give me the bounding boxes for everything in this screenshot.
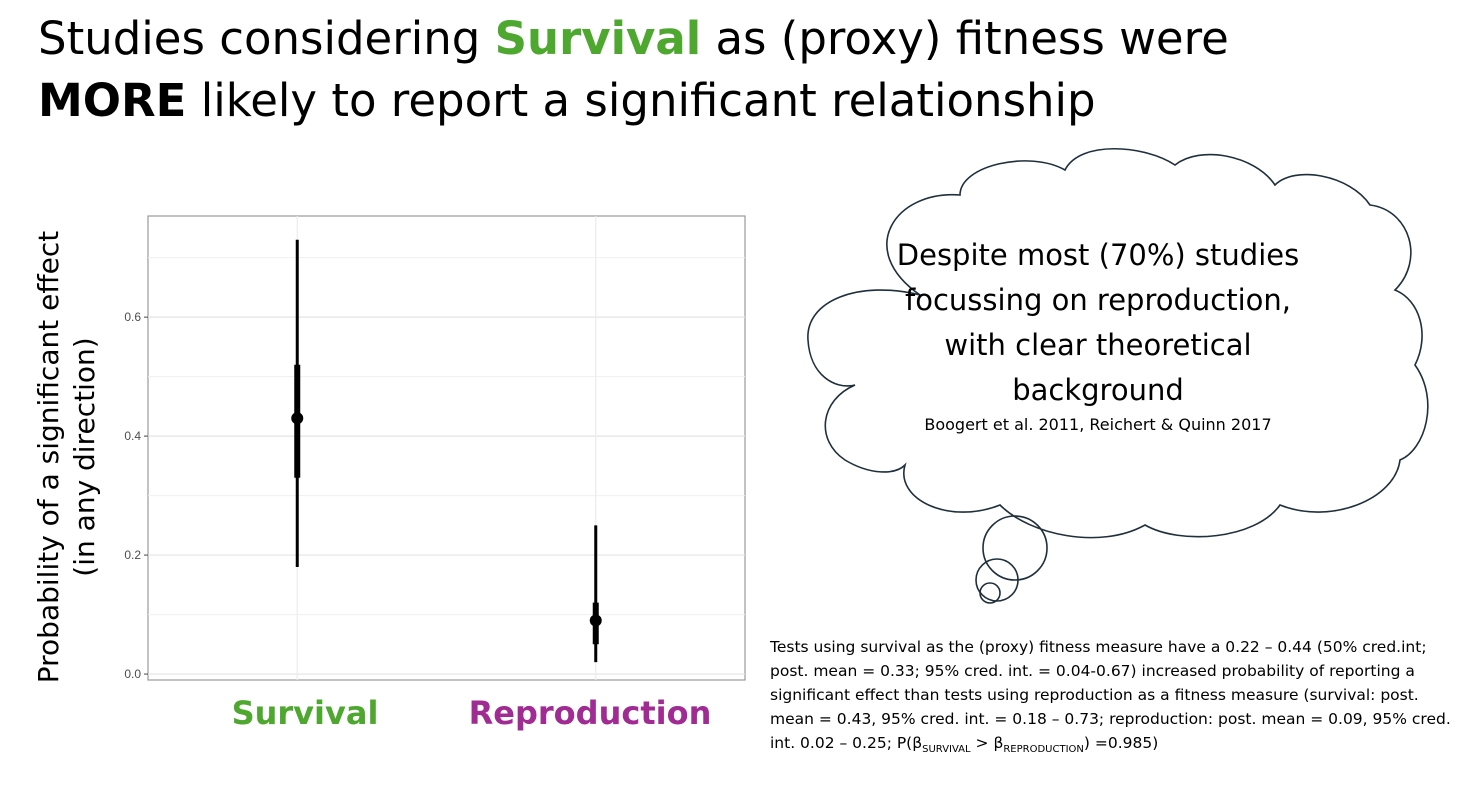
footnote-sub-reproduction: REPRODUCTION	[1003, 744, 1084, 756]
thought-cloud	[807, 147, 1429, 604]
y-tick-label: 0.2	[124, 548, 141, 562]
y-tick-label: 0.4	[124, 429, 141, 443]
footnote-mid: > β	[970, 734, 1004, 752]
y-tick-label: 0.0	[124, 667, 141, 681]
title-bold-more: MORE	[38, 74, 187, 127]
footnote-sub-survival: SURVIVAL	[922, 744, 971, 756]
results-footnote: Tests using survival as the (proxy) fitn…	[770, 635, 1458, 762]
chart-panel-border	[147, 215, 746, 681]
footnote-end: ) =0.985)	[1083, 734, 1159, 752]
point-ranges	[291, 239, 602, 663]
title-part3: likely to report a significant relations…	[186, 74, 1096, 127]
title-part2: as (proxy) fitness were	[701, 12, 1229, 65]
mean-point-reproduction	[589, 614, 602, 627]
y-ticks: 0.0 0.2 0.4 0.6	[124, 310, 148, 681]
x-category-reproduction: Reproduction	[468, 694, 712, 732]
y-axis-label: Probability of a significant effect (in …	[31, 231, 103, 683]
y-axis-label-line1: Probability of a significant effect	[32, 230, 65, 684]
footnote-main: Tests using survival as the (proxy) fitn…	[770, 638, 1451, 752]
title-part1: Studies considering	[38, 12, 495, 65]
chart: 0.0 0.2 0.4 0.6	[124, 215, 746, 681]
cloud-citation: Boogert et al. 2011, Reichert & Quinn 20…	[924, 415, 1272, 434]
mean-point-survival	[291, 412, 304, 425]
thought-bubble-small	[979, 582, 1001, 604]
y-axis-label-wrap: Probability of a significant effect (in …	[22, 195, 112, 720]
y-axis-label-line2: (in any direction)	[68, 337, 101, 577]
slide-title: Studies considering Survival as (proxy) …	[38, 8, 1438, 132]
cloud-outline	[807, 147, 1429, 539]
x-category-survival: Survival	[231, 694, 379, 732]
title-highlight-survival: Survival	[494, 12, 702, 65]
y-tick-label: 0.6	[124, 310, 141, 324]
cloud-text: Despite most (70%) studies focussing on …	[896, 238, 1300, 407]
thought-bubble-large	[982, 515, 1048, 581]
